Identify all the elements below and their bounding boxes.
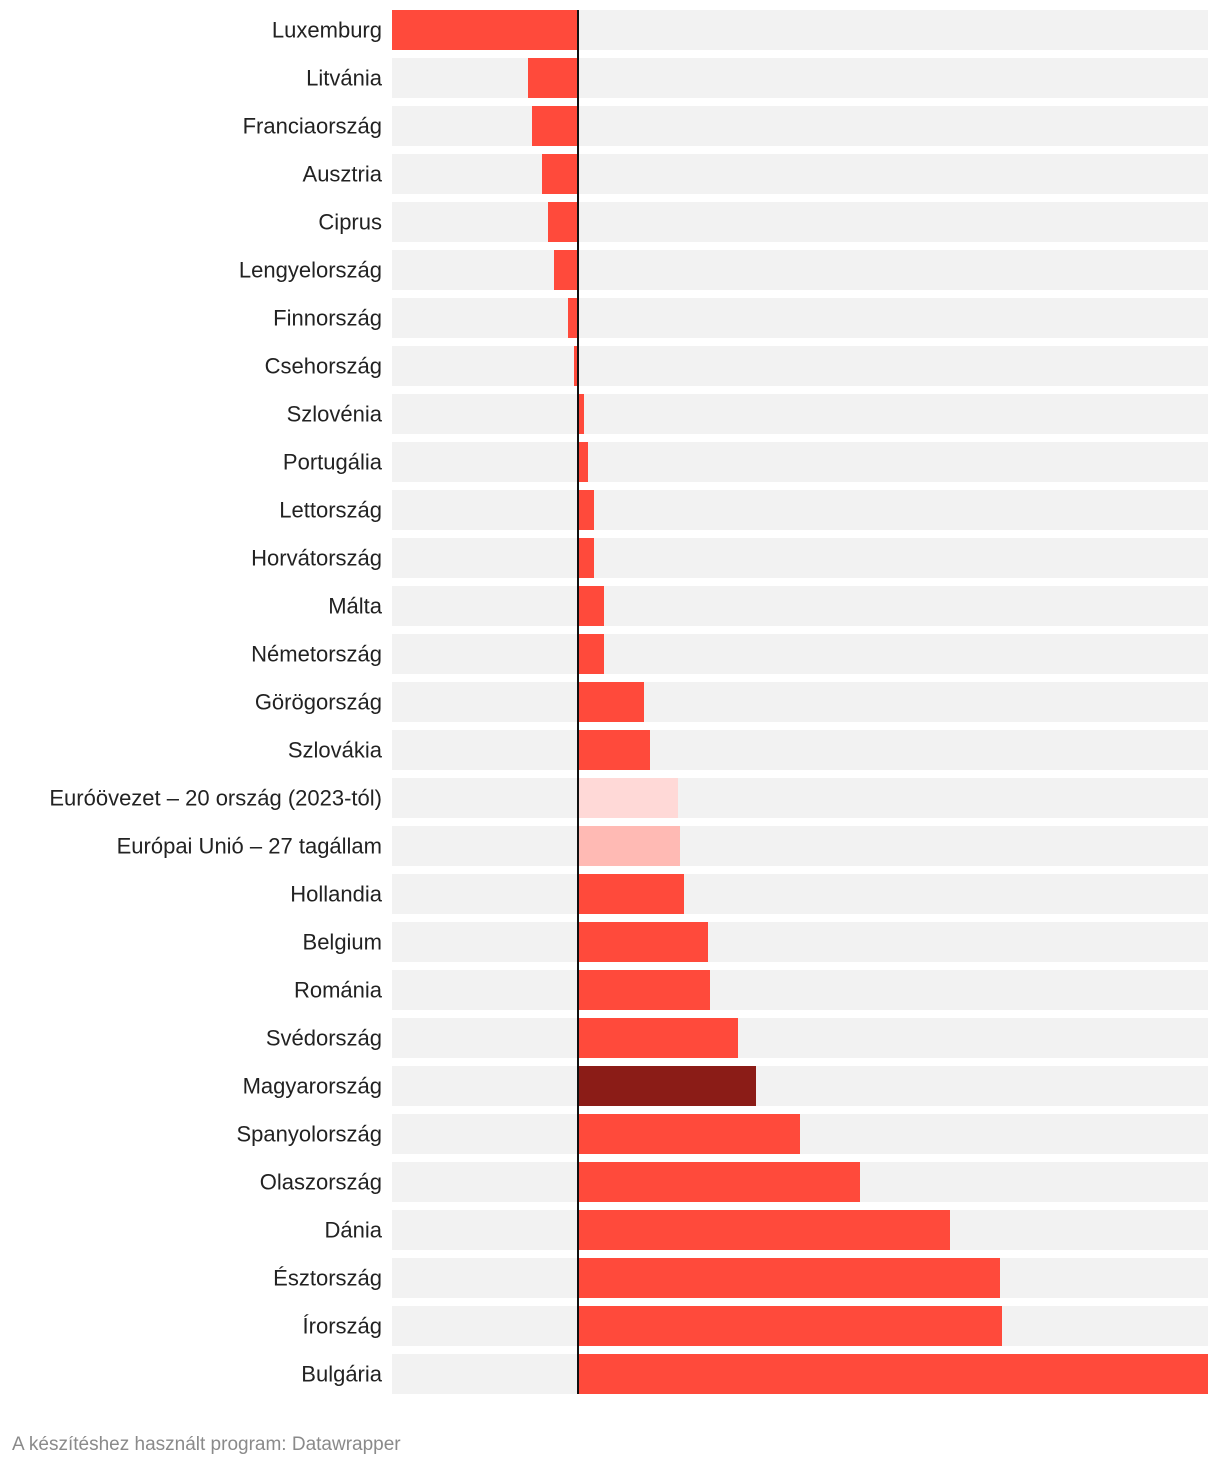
category-label-gorogorszag: Görögország: [255, 690, 382, 715]
bar-track-europai-unio-27-tagallam: [392, 826, 1208, 866]
bar-track-nemetorszag: [392, 634, 1208, 674]
category-label-malta: Málta: [328, 594, 383, 619]
bar-track-franciaorszag: [392, 106, 1208, 146]
bar-csehorszag: [574, 346, 578, 386]
category-label-ausztria: Ausztria: [303, 162, 383, 187]
bar-track-szlovenia: [392, 394, 1208, 434]
bar-irorszag: [578, 1306, 1002, 1346]
bar-dania: [578, 1210, 950, 1250]
category-labels: Luxemburg Litvánia Franciaország Ausztria Ci…: [49, 18, 382, 1387]
category-label-belgium: Belgium: [303, 930, 382, 955]
bar-chart: Luxemburg Litvánia Franciaország Ausztria Ci…: [49, 10, 1208, 1394]
category-label-olaszorszag: Olaszország: [260, 1170, 382, 1195]
bar-track-szlovakia: [392, 730, 1208, 770]
bar-horvatorszag: [578, 538, 594, 578]
bar-track-finnorszag: [392, 298, 1208, 338]
category-label-litvania: Litvánia: [306, 66, 383, 91]
datawrapper-credit: A készítéshez használt program: Datawrap…: [12, 1434, 401, 1455]
bar-malta: [578, 586, 604, 626]
bar-track-portugalia: [392, 442, 1208, 482]
category-label-ciprus: Ciprus: [318, 210, 382, 235]
bar-magyarorszag: [578, 1066, 756, 1106]
category-label-esztorszag: Észtország: [273, 1266, 382, 1291]
bar-spanyolorszag: [578, 1114, 800, 1154]
bar-tracks: [392, 10, 1208, 1394]
category-label-szlovakia: Szlovákia: [288, 738, 383, 763]
bar-europai-unio-27-tagallam: [578, 826, 680, 866]
bar-track-euroovezet-20-orszag-2023-tol: [392, 778, 1208, 818]
category-label-horvatorszag: Horvátország: [251, 546, 382, 571]
category-label-spanyolorszag: Spanyolország: [236, 1122, 382, 1147]
bar-track-ciprus: [392, 202, 1208, 242]
bar-track-malta: [392, 586, 1208, 626]
bar-track-belgium: [392, 922, 1208, 962]
category-label-euroovezet-20-orszag-2023-tol: Euróövezet – 20 ország (2023-tól): [49, 786, 382, 811]
category-label-lengyelorszag: Lengyelország: [239, 258, 382, 283]
category-label-szlovenia: Szlovénia: [287, 402, 383, 427]
category-label-luxemburg: Luxemburg: [272, 18, 382, 43]
bar-track-hollandia: [392, 874, 1208, 914]
bar-track-magyarorszag: [392, 1066, 1208, 1106]
bar-gorogorszag: [578, 682, 644, 722]
bar-bulgaria: [578, 1354, 1208, 1394]
bar-track-romania: [392, 970, 1208, 1010]
bar-lengyelorszag: [554, 250, 578, 290]
bar-franciaorszag: [532, 106, 578, 146]
category-label-nemetorszag: Németország: [251, 642, 382, 667]
category-label-europai-unio-27-tagallam: Európai Unió – 27 tagállam: [117, 834, 382, 859]
bar-euroovezet-20-orszag-2023-tol: [578, 778, 678, 818]
category-label-magyarorszag: Magyarország: [243, 1074, 382, 1099]
bar-szlovakia: [578, 730, 650, 770]
bar-szlovenia: [578, 394, 584, 434]
bar-esztorszag: [578, 1258, 1000, 1298]
bar-olaszorszag: [578, 1162, 860, 1202]
category-label-romania: Románia: [294, 978, 383, 1003]
bar-track-lengyelorszag: [392, 250, 1208, 290]
category-label-franciaorszag: Franciaország: [243, 114, 382, 139]
bar-litvania: [528, 58, 578, 98]
category-label-svedorszag: Svédország: [266, 1026, 382, 1051]
category-label-csehorszag: Csehország: [265, 354, 382, 379]
category-label-irorszag: Írország: [303, 1314, 382, 1339]
category-label-lettorszag: Lettország: [279, 498, 382, 523]
bar-track-ausztria: [392, 154, 1208, 194]
bar-portugalia: [578, 442, 588, 482]
bar-nemetorszag: [578, 634, 604, 674]
bar-finnorszag: [568, 298, 578, 338]
bar-track-svedorszag: [392, 1018, 1208, 1058]
bar-track-lettorszag: [392, 490, 1208, 530]
bar-track-horvatorszag: [392, 538, 1208, 578]
bar-ausztria: [542, 154, 578, 194]
category-label-bulgaria: Bulgária: [301, 1362, 382, 1387]
bar-lettorszag: [578, 490, 594, 530]
bars: [392, 10, 1208, 1394]
category-label-hollandia: Hollandia: [290, 882, 382, 907]
bar-romania: [578, 970, 710, 1010]
bar-track-gorogorszag: [392, 682, 1208, 722]
bar-track-litvania: [392, 58, 1208, 98]
category-label-finnorszag: Finnország: [273, 306, 382, 331]
bar-svedorszag: [578, 1018, 738, 1058]
bar-belgium: [578, 922, 708, 962]
bar-luxemburg: [392, 10, 578, 50]
bar-ciprus: [548, 202, 578, 242]
category-label-portugalia: Portugália: [283, 450, 383, 475]
bar-hollandia: [578, 874, 684, 914]
category-label-dania: Dánia: [325, 1218, 383, 1243]
bar-track-csehorszag: [392, 346, 1208, 386]
